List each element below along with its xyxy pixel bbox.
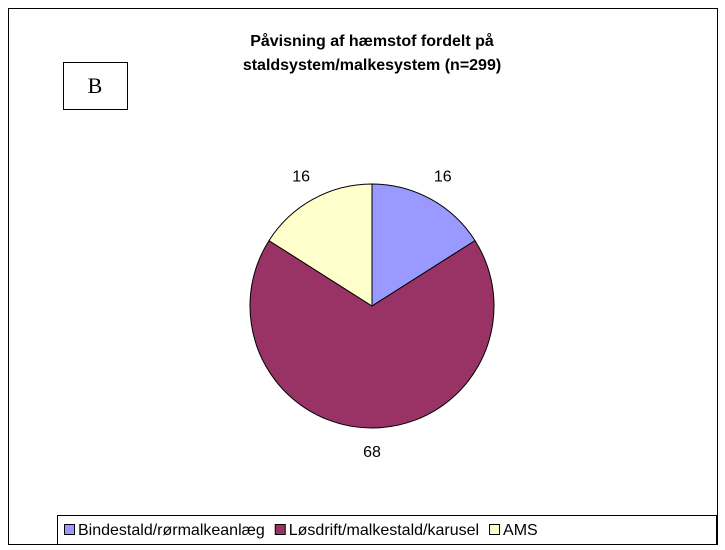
legend-swatch (64, 524, 75, 535)
data-label: 16 (292, 168, 310, 185)
pie-slice (268, 183, 373, 307)
data-label: 68 (363, 444, 381, 461)
chart-title: staldsystem/malkesystem (n=299) (243, 57, 501, 74)
annotation: B (88, 73, 103, 98)
legend-frame (57, 515, 717, 545)
legend-swatch (274, 524, 286, 535)
pie-slice (249, 239, 495, 429)
legend-swatch (489, 524, 501, 535)
data-label: 16 (434, 168, 452, 185)
legend-label: AMS (503, 522, 538, 539)
annotation-box (63, 62, 128, 110)
legend-label: Løsdrift/malkestald/karusel (289, 522, 479, 539)
pie-slice (371, 183, 476, 307)
legend-label: Bindestald/rørmalkeanlæg (78, 522, 265, 539)
chart-title: Påvisning af hæmstof fordelt på (250, 32, 494, 50)
